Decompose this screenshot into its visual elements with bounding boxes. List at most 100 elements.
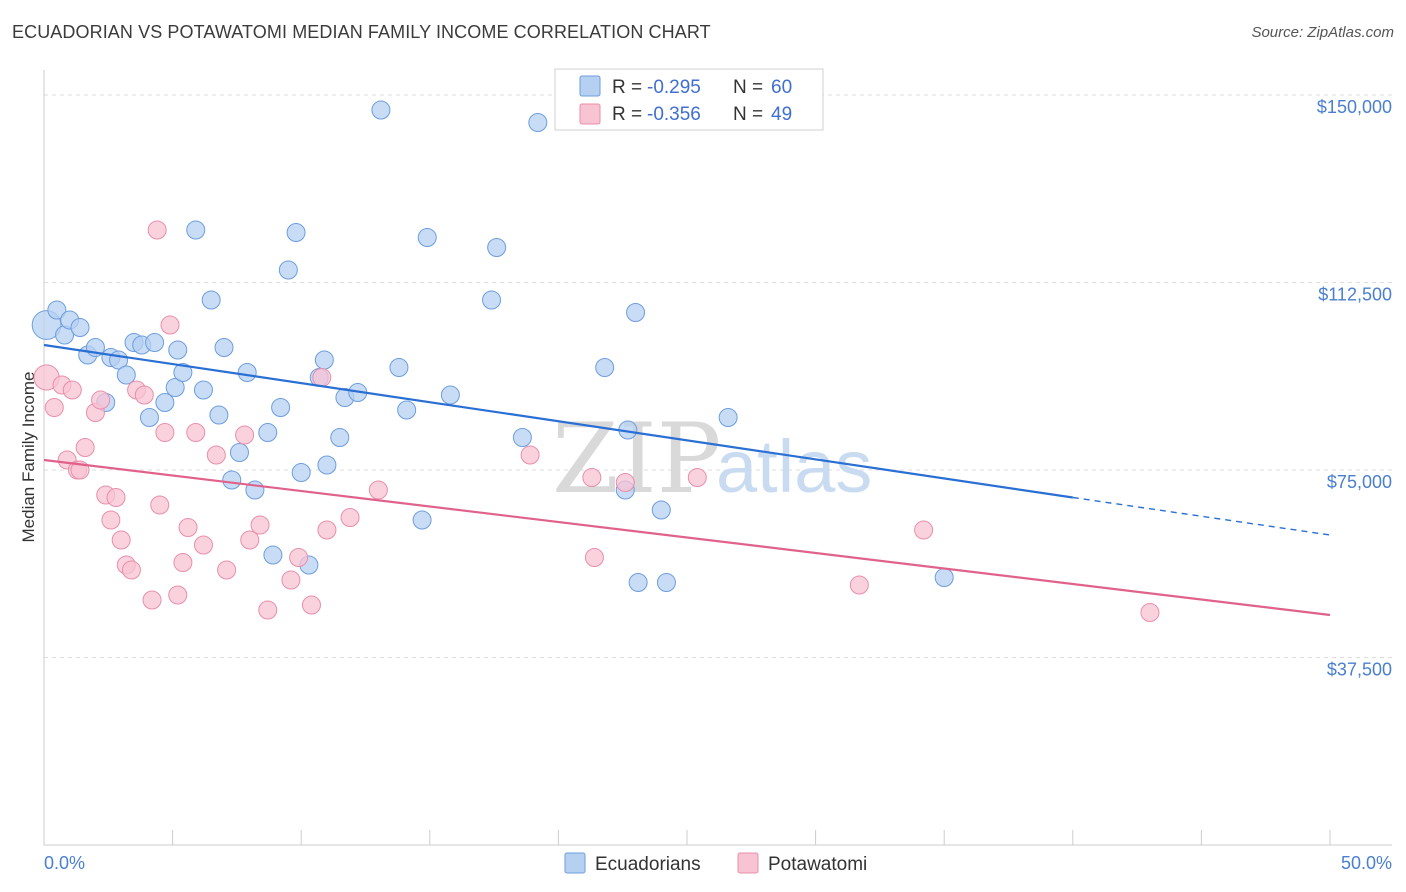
ecuadorian-point — [417, 228, 437, 247]
ecuadorian-point — [186, 220, 206, 240]
potawatomi-point — [134, 385, 154, 405]
ecuadorian-point — [47, 300, 67, 320]
ecuadorian-point — [482, 290, 502, 310]
ecuadorian-point — [626, 303, 646, 322]
ecuadorian-point — [258, 423, 278, 442]
ecuadorian-point — [139, 408, 159, 427]
data-points — [31, 100, 1160, 622]
legend-swatch-potawatomi — [579, 103, 601, 125]
y-tick-label: $112,500 — [1318, 285, 1392, 305]
potawatomi-point — [520, 445, 540, 465]
ecuadorian-point — [165, 378, 185, 397]
potawatomi-point — [250, 515, 270, 535]
potawatomi-point — [914, 520, 934, 540]
potawatomi-point — [75, 438, 95, 457]
y-tick-label: $37,500 — [1327, 660, 1392, 680]
potawatomi-point — [289, 548, 309, 567]
bottom-swatch-ecuadorians — [564, 852, 586, 874]
potawatomi-point — [91, 390, 111, 410]
bottom-legend-potawatomi: Potawatomi — [768, 854, 867, 875]
ecuadorian-point — [412, 510, 432, 530]
ecuadorian-point — [116, 365, 136, 385]
x-tick-label-min: 0.0% — [44, 853, 85, 873]
bottom-legend-ecuadorians: Ecuadorians — [595, 854, 701, 875]
stats-legend: R = -0.295 N = 60 R = -0.356 N = 49 — [554, 68, 824, 131]
trend-lines — [43, 343, 1331, 617]
ecuadorian-point — [229, 443, 249, 462]
potawatomi-point — [281, 570, 301, 590]
ecuadorian-point — [70, 318, 90, 337]
ecuadorian-trend-line — [43, 343, 1073, 499]
legend-r-label-2: R = — [612, 104, 642, 125]
x-tick-label-max: 50.0% — [1341, 853, 1392, 873]
potawatomi-point — [206, 445, 226, 465]
potawatomi-point — [160, 315, 180, 335]
potawatomi-point — [121, 560, 141, 580]
ecuadorian-point — [271, 398, 291, 417]
potawatomi-point — [142, 590, 162, 610]
ecuadorian-point — [934, 568, 954, 587]
potawatomi-point — [849, 575, 869, 595]
ecuadorian-point — [168, 340, 188, 360]
watermark: ZIP atlas — [552, 403, 872, 515]
ecuadorian-point — [656, 573, 676, 592]
potawatomi-point — [150, 495, 170, 515]
ecuadorian-point — [651, 500, 671, 520]
legend-n-value-1: 60 — [771, 77, 792, 98]
series-legend: Ecuadorians Potawatomi — [564, 852, 867, 875]
potawatomi-point — [301, 595, 321, 615]
potawatomi-point — [340, 508, 360, 527]
ecuadorian-point — [628, 573, 648, 592]
y-tick-label: $75,000 — [1327, 472, 1392, 492]
potawatomi-point — [62, 380, 82, 400]
ecuadorian-point — [214, 338, 234, 357]
ecuadorian-trend-extension — [1072, 496, 1331, 536]
bottom-swatch-potawatomi — [737, 852, 759, 874]
potawatomi-point — [173, 553, 193, 572]
ecuadorian-point — [440, 385, 460, 405]
potawatomi-point — [44, 398, 64, 417]
potawatomi-point — [193, 535, 213, 555]
legend-r-label-1: R = — [612, 77, 642, 98]
potawatomi-trend-line — [43, 458, 1331, 617]
ecuadorian-point — [389, 358, 409, 377]
potawatomi-point — [106, 488, 126, 507]
potawatomi-point — [101, 510, 121, 530]
potawatomi-point — [317, 520, 337, 540]
potawatomi-point — [178, 518, 198, 537]
ecuadorian-point — [155, 393, 175, 412]
ecuadorian-point — [145, 333, 165, 352]
watermark-zip: ZIP — [552, 403, 721, 515]
ecuadorian-point — [317, 455, 337, 475]
axes — [43, 70, 1392, 846]
watermark-atlas: atlas — [716, 425, 872, 508]
potawatomi-point — [111, 530, 131, 550]
legend-n-label-2: N = — [733, 104, 763, 125]
legend-r-value-1: -0.295 — [647, 77, 701, 98]
legend-r-value-2: -0.356 — [647, 104, 701, 125]
potawatomi-point — [240, 530, 260, 550]
ecuadorian-point — [209, 405, 229, 425]
gridlines — [44, 94, 1392, 658]
y-tick-label: $150,000 — [1317, 97, 1392, 117]
ecuadorian-point — [314, 350, 334, 370]
ecuadorian-point — [237, 363, 257, 382]
potawatomi-point — [217, 560, 237, 580]
ecuadorian-point — [718, 408, 738, 427]
legend-n-value-2: 49 — [771, 104, 792, 125]
potawatomi-point — [1140, 603, 1160, 622]
potawatomi-point — [582, 468, 602, 487]
chart-title: ECUADORIAN VS POTAWATOMI MEDIAN FAMILY I… — [12, 22, 711, 42]
y-tick-labels: $37,500 $75,000 $112,500 $150,000 — [1317, 97, 1392, 680]
ecuadorian-point — [528, 113, 548, 132]
ecuadorian-point — [222, 470, 242, 490]
x-tick-labels: 0.0% 50.0% — [44, 853, 1392, 873]
potawatomi-point — [615, 473, 635, 492]
ecuadorian-point — [193, 380, 213, 400]
ecuadorian-point — [595, 358, 615, 377]
ecuadorian-point — [201, 290, 221, 310]
potawatomi-point — [312, 368, 332, 387]
ecuadorian-point — [291, 463, 311, 482]
potawatomi-point — [155, 423, 175, 442]
